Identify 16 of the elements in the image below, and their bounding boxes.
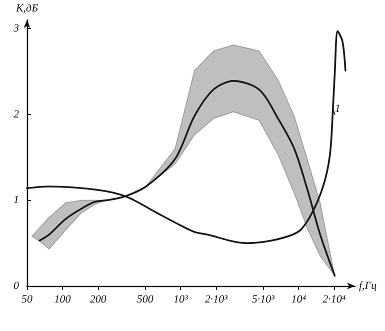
y-axis-title: К,дБ — [14, 2, 39, 14]
y-tick-label: 1 — [14, 194, 19, 206]
x-tick-label: 500 — [136, 294, 154, 306]
x-tick-label: 2·10⁴ — [322, 294, 346, 306]
x-tick-label: 2·10³ — [204, 294, 228, 306]
x-tick-label: 50 — [22, 294, 33, 306]
x-tick-label: 10³ — [173, 294, 188, 306]
x-tick-label: 100 — [54, 294, 72, 306]
y-tick-label: 0 — [14, 280, 20, 292]
x-tick-label: 200 — [90, 294, 107, 306]
y-tick-label: 2 — [14, 108, 20, 120]
x-tick-label: 10⁴ — [291, 294, 306, 306]
x-tick-label: 5·10³ — [252, 294, 276, 306]
y-tick-label: 3 — [12, 22, 20, 35]
legend-label: 1 — [334, 103, 340, 116]
x-axis-title: f,Гц — [359, 280, 378, 292]
